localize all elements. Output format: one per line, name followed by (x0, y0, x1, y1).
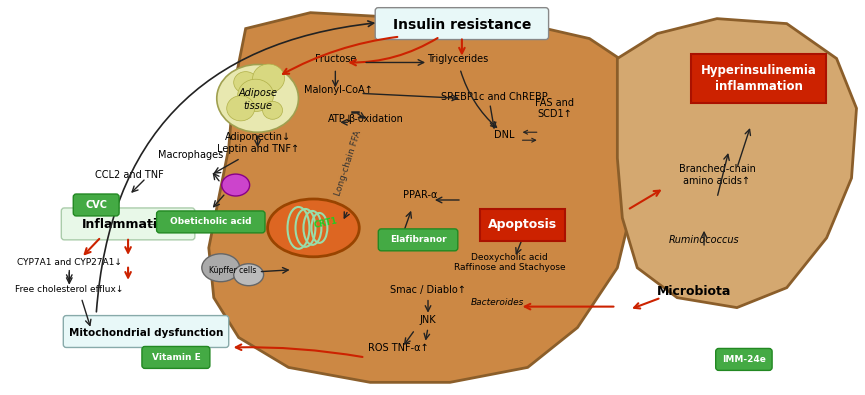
FancyBboxPatch shape (61, 208, 195, 240)
Text: Malonyl-CoA↑: Malonyl-CoA↑ (304, 85, 373, 95)
FancyBboxPatch shape (480, 209, 565, 241)
Text: Microbiota: Microbiota (657, 285, 731, 298)
FancyBboxPatch shape (378, 229, 458, 251)
Text: CVC: CVC (85, 200, 107, 210)
Text: Adipose: Adipose (238, 88, 277, 98)
Polygon shape (208, 13, 639, 382)
Ellipse shape (234, 71, 258, 93)
Polygon shape (618, 19, 856, 308)
Text: Branched-chain
amino acids↑: Branched-chain amino acids↑ (678, 164, 755, 186)
Ellipse shape (267, 199, 359, 257)
Text: CRT1: CRT1 (313, 216, 338, 230)
Ellipse shape (253, 64, 285, 93)
Text: Insulin resistance: Insulin resistance (393, 18, 531, 32)
FancyBboxPatch shape (715, 348, 772, 371)
Text: Adiponectin↓
Leptin and TNF↑: Adiponectin↓ Leptin and TNF↑ (216, 132, 298, 154)
Ellipse shape (227, 96, 254, 121)
FancyBboxPatch shape (63, 316, 228, 348)
Ellipse shape (263, 102, 283, 119)
Text: ROS TNF-α↑: ROS TNF-α↑ (368, 344, 428, 354)
FancyArrowPatch shape (96, 21, 374, 312)
Text: Mitochondrial dysfunction: Mitochondrial dysfunction (69, 327, 223, 337)
Text: Elafibranor: Elafibranor (390, 235, 446, 245)
FancyBboxPatch shape (74, 194, 119, 216)
Ellipse shape (238, 79, 273, 111)
Text: Free cholesterol efflux↓: Free cholesterol efflux↓ (15, 285, 124, 293)
Text: Fructose: Fructose (315, 55, 356, 64)
Text: SREBP1c and ChREBP: SREBP1c and ChREBP (441, 92, 548, 102)
Text: β-oxidation: β-oxidation (348, 114, 402, 124)
Text: Inflammation: Inflammation (81, 218, 175, 231)
Text: Deoxycholic acid
Raffinose and Stachyose: Deoxycholic acid Raffinose and Stachyose (454, 253, 566, 273)
Text: PPAR-α: PPAR-α (403, 190, 437, 200)
FancyBboxPatch shape (157, 211, 265, 233)
Ellipse shape (221, 174, 250, 196)
Text: Smac / Diablo↑: Smac / Diablo↑ (390, 285, 466, 295)
Text: Bacteroides: Bacteroides (471, 298, 524, 307)
FancyBboxPatch shape (375, 8, 548, 40)
Ellipse shape (217, 64, 298, 132)
Text: tissue: tissue (243, 102, 272, 111)
FancyBboxPatch shape (142, 346, 210, 369)
Text: Long-chain FFA: Long-chain FFA (334, 130, 363, 197)
Text: Macrophages: Macrophages (158, 150, 223, 160)
Text: Apoptosis: Apoptosis (488, 218, 557, 231)
Ellipse shape (234, 264, 264, 286)
Ellipse shape (202, 254, 240, 282)
Text: Ruminococcus: Ruminococcus (669, 235, 740, 245)
Text: Küpffer cells: Küpffer cells (209, 266, 256, 275)
Text: JNK: JNK (420, 314, 436, 325)
Text: Hyperinsulinemia
inflammation: Hyperinsulinemia inflammation (701, 64, 817, 93)
Text: Triglycerides: Triglycerides (427, 55, 489, 64)
Text: Vitamin E: Vitamin E (151, 353, 201, 362)
Text: IMM-24e: IMM-24e (722, 355, 766, 364)
Text: CYP7A1 and CYP27A1↓: CYP7A1 and CYP27A1↓ (16, 258, 122, 267)
Text: CCL2 and TNF: CCL2 and TNF (94, 170, 163, 180)
Text: ATP↓: ATP↓ (329, 114, 355, 124)
Text: FAS and
SCD1↑: FAS and SCD1↑ (535, 98, 574, 119)
Text: ⊣  FXR: ⊣ FXR (147, 220, 181, 230)
Text: Obeticholic acid: Obeticholic acid (170, 217, 252, 226)
FancyBboxPatch shape (691, 53, 826, 103)
Text: DNL: DNL (495, 130, 515, 140)
